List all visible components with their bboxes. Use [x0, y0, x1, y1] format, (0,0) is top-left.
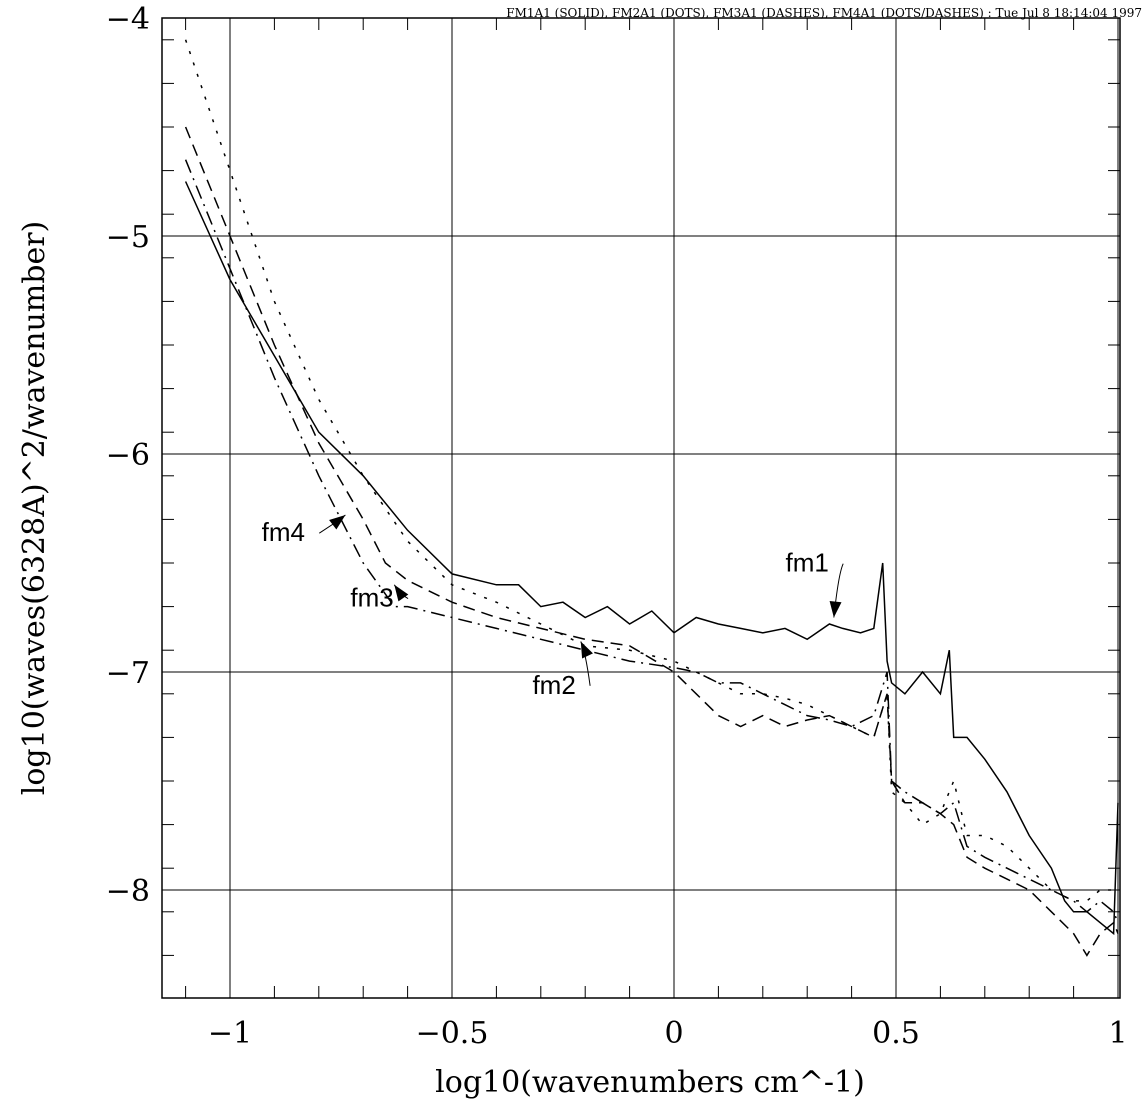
annotation-arrowhead: [329, 515, 346, 530]
x-tick-label: 0.5: [872, 1016, 920, 1051]
series-line-fm3: [184, 126, 1119, 957]
y-tick-label: −8: [106, 874, 150, 909]
grid: [162, 17, 1120, 998]
y-tick-label: −7: [106, 656, 150, 691]
x-tick-label: 1: [1108, 1016, 1127, 1051]
annotation-label: fm3: [350, 583, 393, 613]
y-tick-label: −4: [106, 2, 150, 37]
annotation-arrowhead: [829, 600, 842, 618]
minor-ticks: [162, 18, 1120, 998]
x-axis-label: log10(wavenumbers cm^-1): [435, 1065, 865, 1100]
x-tick-label: −1: [208, 1016, 252, 1051]
annotation-arrowhead: [394, 584, 409, 602]
annotation-label: fm1: [786, 548, 829, 578]
annotation-arrowhead: [580, 641, 593, 659]
plot-frame: [161, 17, 1121, 999]
tick-labels: −1 −0.5 0 0.5 1 −8 −7 −6 −5 −4: [106, 2, 1128, 1051]
annotation-label: fm2: [532, 670, 575, 700]
x-tick-label: −0.5: [416, 1016, 489, 1051]
chart-title: FM1A1 (SOLID), FM2A1 (DOTS), FM3A1 (DASH…: [506, 6, 1142, 20]
x-tick-label: 0: [664, 1016, 683, 1051]
y-tick-label: −6: [106, 438, 150, 473]
y-tick-label: −5: [106, 220, 150, 255]
y-axis-label: log10(waves(6328A)^2/wavenumber): [17, 221, 52, 796]
series-line-fm2: [184, 39, 1118, 902]
series-layer: [184, 39, 1119, 957]
annotations: fm1 fm2 fm3 fm4: [262, 514, 844, 700]
series-line-fm4: [184, 159, 1119, 923]
series-line-fm1: [184, 181, 1119, 936]
annotation-label: fm4: [262, 517, 305, 547]
